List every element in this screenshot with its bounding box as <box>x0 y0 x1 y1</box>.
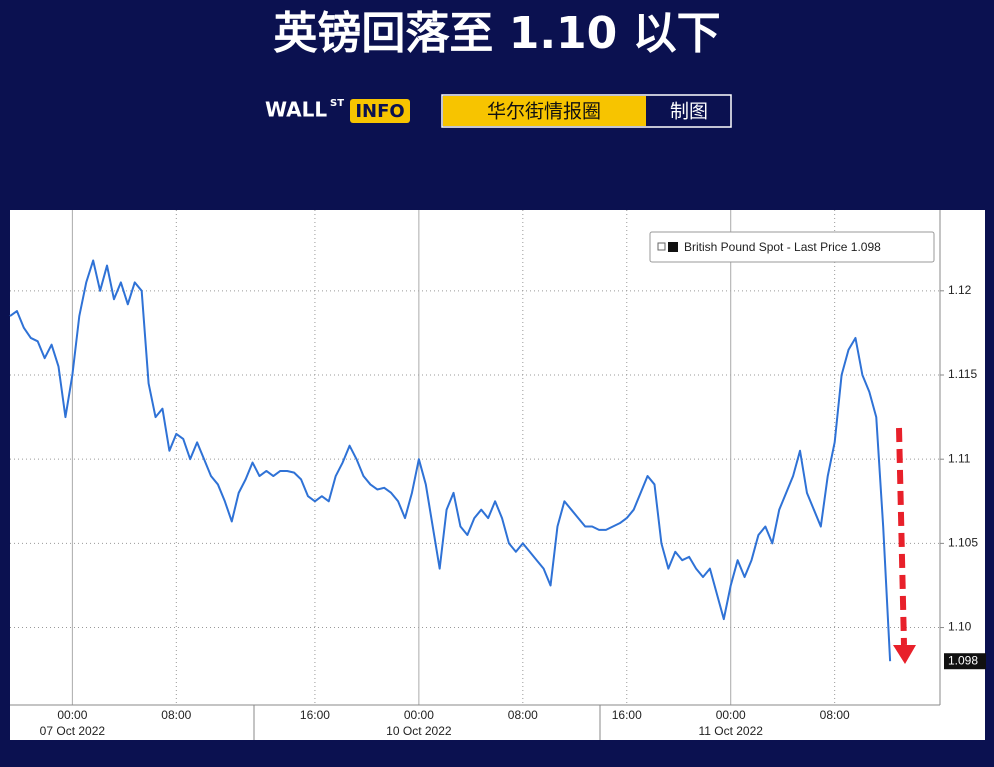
last-price-label: 1.098 <box>948 653 978 667</box>
legend-box <box>649 231 935 263</box>
plot <box>9 210 944 705</box>
legend: British Pound Spot - Last Price 1.098 <box>649 231 935 263</box>
logo-sup: ST <box>330 98 344 109</box>
y-tick-label: 1.10 <box>948 620 972 634</box>
legend-last-price: 1.098 <box>851 240 881 254</box>
x-tick-label: 00:00 <box>404 708 434 722</box>
last-price-tag <box>944 653 986 670</box>
logo-tag: INFO <box>355 101 404 122</box>
x-tick-label: 08:00 <box>508 708 538 722</box>
y-tick-label: 1.105 <box>948 536 978 550</box>
x-tick-label: 08:00 <box>161 708 191 722</box>
y-tick-label: 1.115 <box>948 367 977 381</box>
x-tick-label: 16:00 <box>612 708 642 722</box>
date-label: 11 Oct 2022 <box>698 724 763 738</box>
chart-title: 英镑回落至 1.10 以下 <box>273 8 720 59</box>
down-arrow <box>893 427 916 664</box>
logo-badge <box>350 99 410 123</box>
credit-box <box>441 94 732 128</box>
x-tick-label: 00:00 <box>716 708 746 722</box>
legend-swatch <box>668 242 678 252</box>
x-tick-label: 16:00 <box>300 708 330 722</box>
plot-panel <box>10 210 985 740</box>
legend-series: British Pound Spot - Last Price <box>684 240 848 254</box>
credit-suffix: 制图 <box>670 101 708 123</box>
arrow-shaft <box>896 427 907 646</box>
y-tick-label: 1.11 <box>948 451 971 465</box>
x-tick-label: 00:00 <box>57 708 87 722</box>
date-label: 07 Oct 2022 <box>40 724 106 738</box>
branding: WALL ST INFO 华尔街情报圈 制图 <box>265 94 732 128</box>
legend-icon <box>657 242 666 251</box>
credit-highlight <box>443 96 646 126</box>
x-tick-label: 08:00 <box>820 708 850 722</box>
legend-label: British Pound Spot - Last Price 1.098 <box>684 240 881 254</box>
price-line <box>9 259 892 662</box>
credit-source: 华尔街情报圈 <box>487 101 601 123</box>
date-label: 10 Oct 2022 <box>386 724 452 738</box>
arrow-head <box>893 645 916 664</box>
logo: WALL <box>265 98 327 122</box>
y-tick-label: 1.12 <box>948 283 972 297</box>
